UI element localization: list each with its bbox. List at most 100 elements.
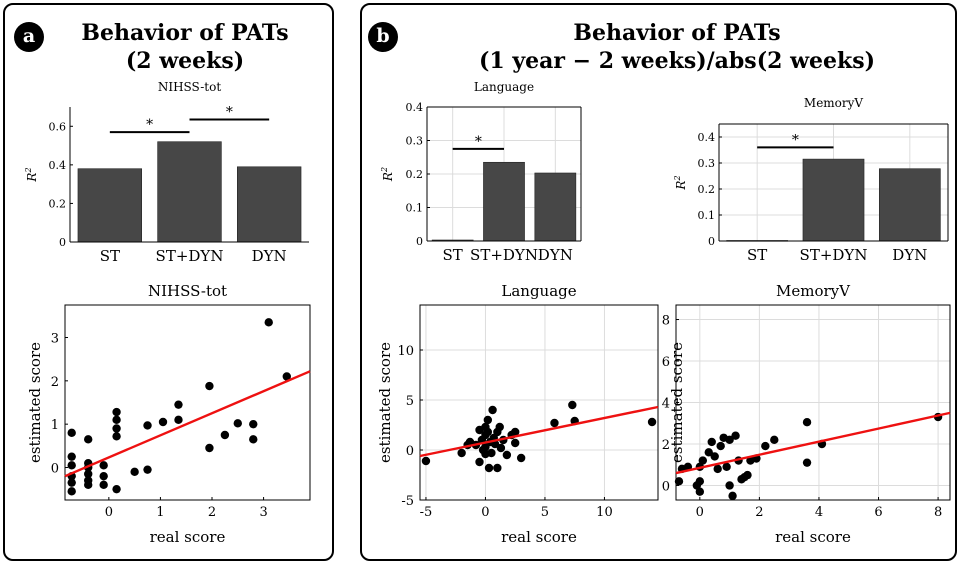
scatter3-point-10 [711,452,719,460]
bar2-bar-dyn [535,173,576,241]
scatter3-point-27 [803,418,811,426]
bar2-sig-star-0: * [475,134,482,150]
bar2-xtick-label-0: ST [443,246,463,264]
scatter2-ytick-label-3: 10 [397,344,414,359]
scatter1-point-2 [68,461,76,469]
scatter1-point-17 [112,424,120,432]
scatter3-point-5 [696,477,704,485]
bar3-xtick-label-2: DYN [892,246,927,264]
scatter1-point-5 [68,487,76,495]
scatter2-point-29 [517,454,525,462]
scatter1-point-28 [221,431,229,439]
scatter1-point-6 [84,435,92,443]
scatter1-point-31 [249,435,257,443]
bar2-xtick-label-1: ST+DYN [470,246,538,264]
bar3-bar-dyn [879,169,940,241]
scatter2-ytick-label-0: -5 [401,494,414,509]
scatter3-ytick-label-0: 0 [662,479,670,494]
scatter3-xtick-label-3: 6 [874,505,882,520]
scatter1-point-4 [68,478,76,486]
bar1-xtick-label-0: ST [100,247,120,265]
scatter1-point-20 [130,468,138,476]
bar3-bar-st-dyn [803,159,864,241]
scatter3-point-17 [728,492,736,500]
scatter1-point-23 [159,418,167,426]
scatter2-point-21 [493,464,501,472]
bar2-xtick-label-2: DYN [538,246,573,264]
scatter1-point-16 [112,416,120,424]
scatter3-point-22 [743,471,751,479]
bar3-ytick-label-1: 0.1 [698,209,716,222]
bar1-ytick-label-0: 0 [59,236,66,249]
scatter3-point-0 [675,477,683,485]
scatter2-xtick-label-3: 10 [596,505,613,520]
scatter1-point-19 [112,485,120,493]
bar2-ytick-label-4: 0.4 [406,101,424,114]
bar2-ylabel: R2 [380,167,395,182]
scatter2-point-15 [485,464,493,472]
bar1-title: NIHSS-tot [158,80,221,94]
scatter1-ytick-label-2: 2 [51,375,59,390]
bar1-sig-star-0: * [146,117,153,133]
bar1-ytick-label-3: 0.6 [49,120,67,133]
bar1-sig-star-1: * [226,105,233,121]
scatter2-point-34 [648,418,656,426]
bar3-ytick-label-3: 0.3 [698,157,716,170]
scatter1-point-22 [143,465,151,473]
bar3-ytick-label-4: 0.4 [698,131,716,144]
bar2-title: Language [474,80,534,94]
scatter2-point-31 [550,419,558,427]
bar2-ytick-label-0: 0 [416,235,423,248]
scatter3-point-11 [713,465,721,473]
scatter3-point-12 [716,442,724,450]
scatter1-title: NIHSS-tot [148,282,227,300]
bar1-ytick-label-1: 0.2 [49,197,67,210]
scatter2-xlabel: real score [501,528,577,546]
scatter1-ylabel: estimated score [26,342,44,463]
scatter2-point-24 [497,444,505,452]
scatter1-point-32 [265,318,273,326]
scatter3-point-18 [731,431,739,439]
scatter2-xtick-label-2: 5 [541,505,549,520]
scatter1-ytick-label-3: 3 [51,332,59,347]
scatter3-title: MemoryV [776,282,851,300]
scatter1-point-0 [68,429,76,437]
scatter1-fit-line [65,371,310,476]
scatter3-xtick-label-0: 0 [696,505,704,520]
scatter3-ylabel: estimated score [668,342,686,463]
scatter1-point-30 [249,420,257,428]
scatter1-ytick-label-1: 1 [51,418,59,433]
scatter1-xlabel: real score [150,528,226,546]
scatter1-point-24 [174,400,182,408]
scatter2-point-13 [484,416,492,424]
bar1-ylabel: R2 [24,167,39,182]
scatter2-point-6 [475,458,483,466]
scatter3-ytick-label-4: 8 [662,314,670,329]
scatter3-point-9 [708,438,716,446]
scatter1-ytick-label-0: 0 [51,462,59,477]
scatter1-xtick-label-2: 2 [208,505,216,520]
scatter2-title: Language [501,282,576,300]
scatter2-frame [420,305,658,500]
bar2-ytick-label-1: 0.1 [406,202,424,215]
bar3-ytick-label-0: 0 [708,235,715,248]
scatter1-point-1 [68,452,76,460]
scatter3-point-16 [725,481,733,489]
scatter3-xtick-label-1: 2 [755,505,763,520]
scatter3-point-14 [722,463,730,471]
scatter1-point-14 [99,481,107,489]
scatter2-xtick-label-1: 0 [481,505,489,520]
scatter3-xtick-label-4: 8 [934,505,942,520]
scatter2-point-26 [503,451,511,459]
scatter2-point-1 [457,449,465,457]
bar1-xtick-label-1: ST+DYN [156,247,224,265]
scatter2-ylabel: estimated score [376,342,394,463]
scatter3-xtick-label-2: 4 [815,505,823,520]
scatter1-point-13 [99,472,107,480]
scatter2-point-28 [511,439,519,447]
scatter1-point-12 [99,461,107,469]
bar3-title: MemoryV [804,96,864,110]
bar3-sig-star-0: * [792,132,799,148]
scatter2-point-23 [496,423,504,431]
